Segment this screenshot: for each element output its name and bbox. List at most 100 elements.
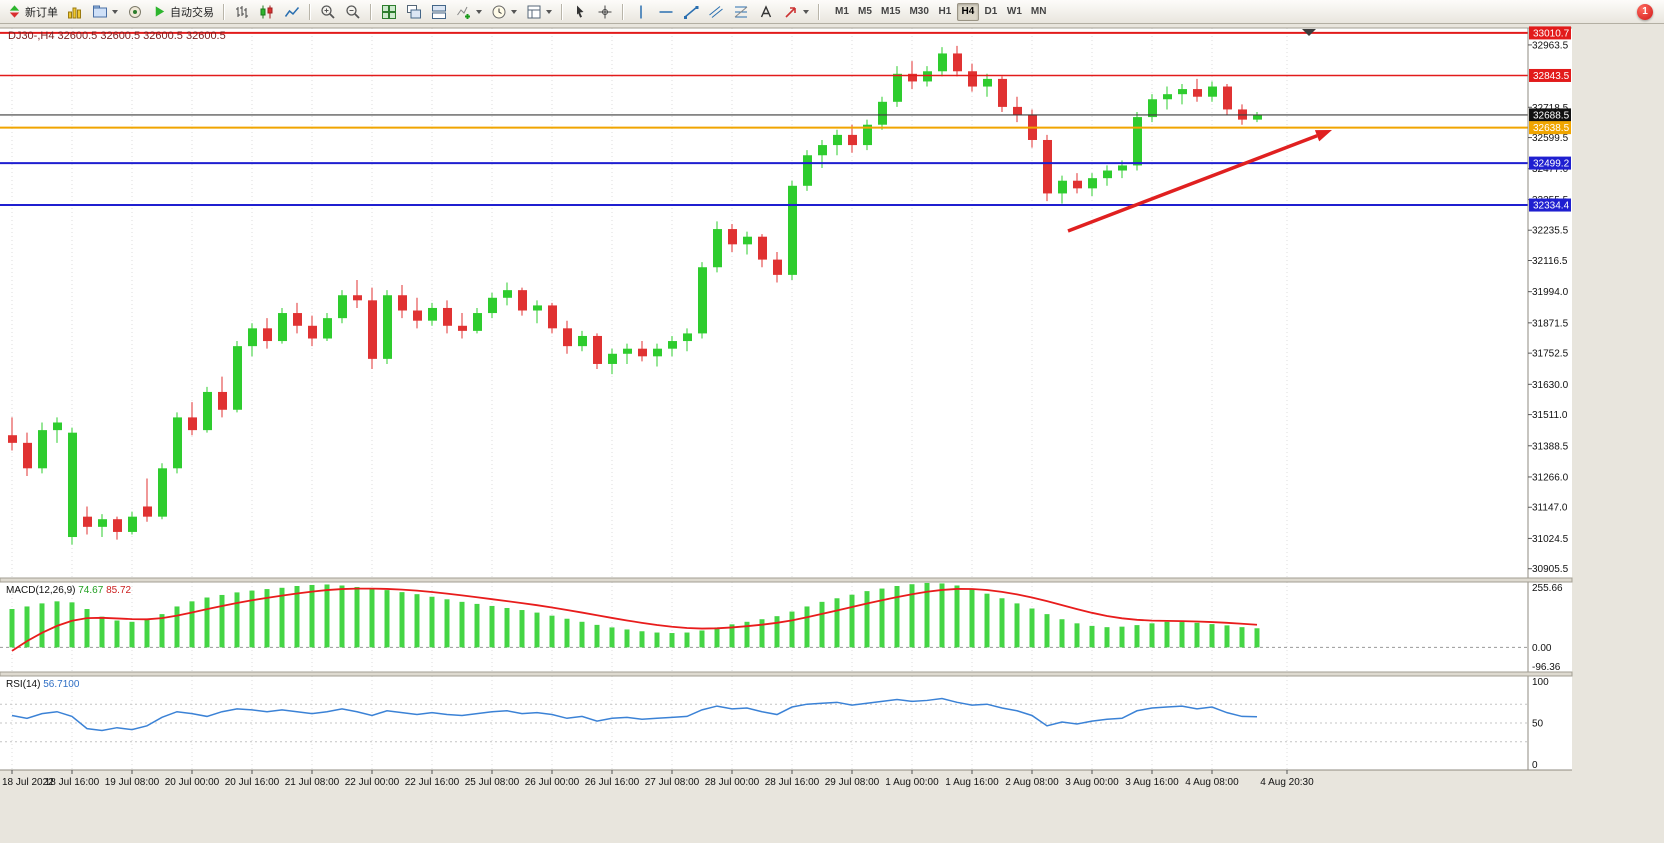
time-tick-label: 25 Jul 08:00 — [465, 777, 520, 788]
periods-clock-icon — [492, 5, 506, 18]
trendline-button[interactable] — [679, 2, 703, 22]
timeframe-button-m30[interactable]: M30 — [905, 3, 932, 21]
price-tick-label: 31994.0 — [1532, 287, 1569, 298]
price-tick-label: 31871.5 — [1532, 318, 1569, 329]
svg-text:32499.2: 32499.2 — [1533, 159, 1570, 170]
chart-canvas[interactable]: 32963.532718.532599.532477.032355.532235… — [0, 24, 1664, 843]
cursor-button[interactable] — [568, 2, 592, 22]
price-level-badge: 32499.2 — [1529, 156, 1571, 170]
timeframe-button-d1[interactable]: D1 — [980, 3, 1002, 21]
macd-axis-label: 0.00 — [1532, 643, 1552, 654]
price-tick-label: 31147.0 — [1532, 503, 1568, 514]
crosshair-button[interactable] — [593, 2, 617, 22]
charts-button[interactable] — [63, 2, 87, 22]
new-order-icon — [9, 5, 20, 18]
line-chart-button[interactable] — [280, 2, 304, 22]
timeframe-button-mn[interactable]: MN — [1027, 3, 1051, 21]
price-tick-label: 32116.5 — [1532, 256, 1568, 267]
timeframe-button-w1[interactable]: W1 — [1003, 3, 1026, 21]
tile-windows-icon — [382, 4, 396, 19]
time-tick-label: 19 Jul 08:00 — [105, 777, 160, 788]
price-tick-label: 32599.5 — [1532, 133, 1569, 144]
time-tick-label: 20 Jul 16:00 — [225, 777, 280, 788]
macd-signal-line — [11, 587, 1258, 652]
cursor-icon — [577, 5, 584, 18]
text-tool-button[interactable] — [754, 2, 778, 22]
bars-chart-icon — [236, 5, 248, 18]
cascade-windows-button[interactable] — [402, 2, 426, 22]
arrow-objects-button[interactable] — [779, 2, 813, 22]
arrow-objects-icon — [785, 6, 796, 18]
periods-button[interactable] — [487, 2, 521, 22]
timeframe-button-h1[interactable]: H1 — [934, 3, 956, 21]
toolbar-separator — [370, 3, 372, 20]
chart-shift-marker[interactable] — [1302, 29, 1316, 36]
price-tick-label: 31511.0 — [1532, 410, 1568, 421]
toolbar-separator — [309, 3, 311, 20]
panel-splitter[interactable] — [0, 577, 1573, 583]
price-tick-label: 31388.5 — [1532, 441, 1569, 452]
zoom-out-icon — [346, 4, 360, 19]
timeframe-toolbar: M1 M5 M15 M30 H1 H4 D1 W1 MN — [831, 2, 1051, 21]
time-tick-label: 20 Jul 00:00 — [165, 777, 220, 788]
profiles-icon — [93, 5, 107, 17]
autotrading-button[interactable]: 自动交易 — [148, 2, 218, 22]
indicators-button[interactable] — [452, 2, 486, 22]
time-tick-label: 22 Jul 16:00 — [405, 777, 460, 788]
templates-button[interactable] — [522, 2, 556, 22]
timeframe-button-m5[interactable]: M5 — [854, 3, 876, 21]
macd-axis-label: -96.36 — [1532, 662, 1561, 673]
toolbar-separator — [223, 3, 225, 20]
price-tick-label: 31630.0 — [1532, 380, 1569, 391]
price-level-badge: 32334.4 — [1529, 198, 1571, 212]
horizontal-line-button[interactable] — [654, 2, 678, 22]
time-tick-label: 1 Aug 16:00 — [945, 777, 999, 788]
trend-arrow-annotation[interactable] — [1067, 130, 1332, 233]
price-tick-label: 32963.5 — [1532, 40, 1569, 51]
vertical-line-button[interactable] — [629, 2, 653, 22]
panel-splitter[interactable] — [0, 671, 1573, 677]
timeframe-button-m15[interactable]: M15 — [877, 3, 904, 21]
timeframe-button-m1[interactable]: M1 — [831, 3, 853, 21]
macd-panel[interactable]: 255.66 0.00 -96.36 — [0, 582, 1563, 673]
profiles-button[interactable] — [88, 2, 122, 22]
fibonacci-button[interactable] — [729, 2, 753, 22]
price-tick-label: 32235.5 — [1532, 226, 1569, 237]
notification-badge[interactable]: 1 — [1637, 3, 1653, 20]
time-tick-label: 21 Jul 08:00 — [285, 777, 340, 788]
rsi-line — [11, 697, 1258, 732]
chart-background[interactable] — [0, 28, 1572, 770]
crosshair-icon — [598, 5, 612, 18]
rsi-panel[interactable]: 100 50 0 — [0, 677, 1549, 771]
price-axis[interactable]: 32963.532718.532599.532477.032355.532235… — [1528, 40, 1569, 575]
price-tick-label: 31024.5 — [1532, 534, 1569, 545]
time-tick-label: 3 Aug 00:00 — [1065, 777, 1119, 788]
time-tick-label: 26 Jul 16:00 — [585, 777, 640, 788]
time-tick-label: 22 Jul 00:00 — [345, 777, 400, 788]
candlestick-chart-button[interactable] — [255, 2, 279, 22]
indicators-icon — [457, 6, 470, 19]
svg-text:33010.7: 33010.7 — [1533, 28, 1570, 39]
tile-windows-button[interactable] — [377, 2, 401, 22]
market-watch-button[interactable] — [123, 2, 147, 22]
price-level-badge: 32638.5 — [1529, 121, 1571, 135]
timeframe-button-h4[interactable]: H4 — [956, 2, 979, 21]
bars-chart-button[interactable] — [230, 2, 254, 22]
fibonacci-icon — [734, 6, 748, 17]
new-order-label: 新订单 — [25, 6, 58, 19]
templates-icon — [527, 5, 541, 18]
market-watch-icon — [129, 5, 141, 18]
new-order-button[interactable]: 新订单 — [3, 2, 62, 22]
toolbar-separator — [622, 3, 624, 20]
line-chart-icon — [284, 6, 300, 17]
candlesticks — [8, 45, 1262, 545]
time-tick-label: 27 Jul 08:00 — [645, 777, 700, 788]
time-tick-label: 4 Aug 20:30 — [1260, 777, 1314, 788]
time-tick-label: 29 Jul 08:00 — [825, 777, 880, 788]
tile-horizontal-button[interactable] — [427, 2, 451, 22]
zoom-out-button[interactable] — [341, 2, 365, 22]
channel-button[interactable] — [704, 2, 728, 22]
zoom-in-icon — [321, 4, 335, 19]
zoom-in-button[interactable] — [316, 2, 340, 22]
